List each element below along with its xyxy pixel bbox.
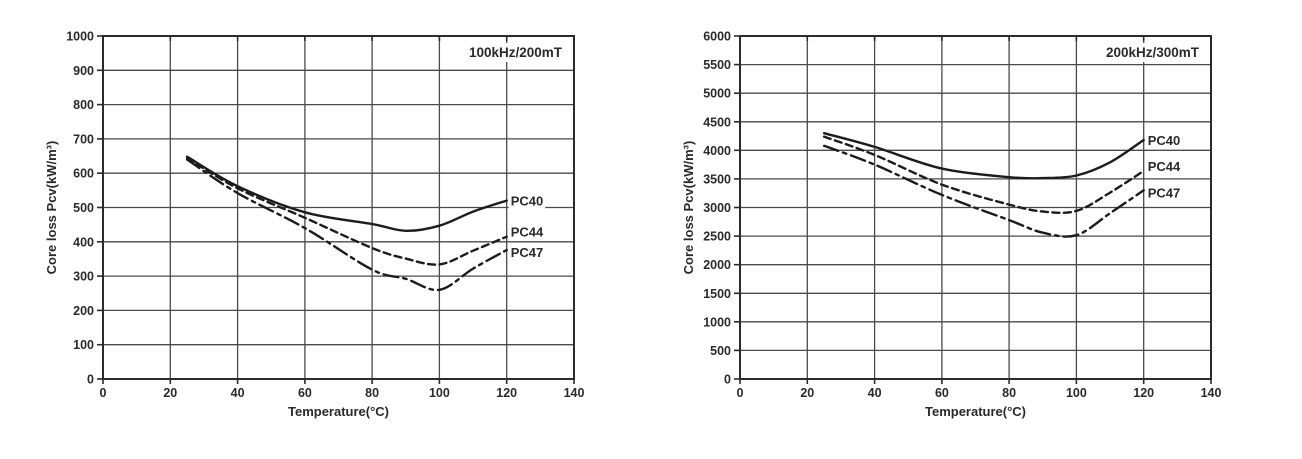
label-backdrop [1099,43,1206,62]
series-label-PC47: PC47 [511,245,544,260]
label-backdrop [508,244,546,261]
tick-marks [97,35,575,384]
curves [822,132,1145,238]
chart-title: 200kHz/300mT [1106,45,1200,60]
x-tick-label: 40 [868,386,882,400]
x-tick-label: 0 [737,386,744,400]
y-tick-label: 5000 [703,87,731,101]
series-label-PC47: PC47 [1148,185,1181,200]
y-axis-label: Core loss Pcv(kW/m³) [44,141,59,275]
core-loss-chart-100khz-200mt: 100kHz/200mT PC40 PC44 PC47 0 20 40 60 80 100 120 1… [38,6,628,454]
y-tick-label: 200 [73,304,94,318]
y-tick-label: 4000 [703,144,731,158]
x-tick-label: 80 [1002,386,1016,400]
y-tick-label: 2500 [703,230,731,244]
y-tick-label: 600 [73,167,94,181]
labels: 100kHz/200mT PC40 PC44 PC47 [462,43,569,261]
y-tick-label: 3000 [703,201,731,215]
grid [740,36,1211,379]
label-backdrop [462,43,569,62]
x-tick-label: 0 [100,386,107,400]
y-tick-label: 5500 [703,58,731,72]
y-tick-label: 4500 [703,115,731,129]
core-loss-chart-200khz-300mt: 200kHz/300mT PC40 PC44 PC47 0 20 40 60 80 100 120 1… [675,6,1265,454]
x-tick-label: 60 [298,386,312,400]
y-tick-label: 1000 [66,30,94,44]
chart-title: 100kHz/200mT [469,45,563,60]
x-tick-label: 120 [496,386,517,400]
y-tick-label: 900 [73,64,94,78]
label-backdrop [508,223,546,241]
label-backdrop [1145,132,1183,149]
y-tick-label: 800 [73,98,94,112]
y-tick-label: 500 [710,344,731,358]
curves [185,155,508,292]
label-backdrop [1145,157,1183,175]
y-tick-label: 3500 [703,172,731,186]
grid [103,36,574,379]
label-backdrop [1145,184,1183,202]
x-axis-label: Temperature(°C) [925,404,1026,419]
series-label-PC44: PC44 [1148,159,1181,174]
y-axis-label: Core loss Pcv(kW/m³) [681,141,696,275]
y-tick-label: 6000 [703,30,731,44]
series-label-PC44: PC44 [511,225,544,240]
y-tick-label: 700 [73,132,94,146]
y-tick-label: 2000 [703,258,731,272]
curve-PC40 [822,132,1145,180]
y-tick-label: 1500 [703,287,731,301]
tick-marks [734,35,1212,384]
label-backdrop [508,192,546,210]
labels: 200kHz/300mT PC40 PC44 PC47 [1099,43,1206,202]
x-axis-label: Temperature(°C) [288,404,389,419]
x-tick-label: 60 [935,386,949,400]
y-tick-label: 0 [724,373,731,387]
x-tick-label: 20 [163,386,177,400]
x-tick-label: 40 [231,386,245,400]
x-tick-label: 120 [1133,386,1154,400]
chart-canvas-left: 100kHz/200mT PC40 PC44 PC47 0 20 40 60 80 100 120 1… [44,30,585,420]
curve-PC47 [185,158,508,292]
y-tick-label: 1000 [703,315,731,329]
x-tick-label: 140 [564,386,585,400]
x-tick-label: 100 [429,386,450,400]
chart-canvas-right: 200kHz/300mT PC40 PC44 PC47 0 20 40 60 80 100 120 1… [681,30,1222,420]
y-tick-label: 300 [73,270,94,284]
series-label-PC40: PC40 [511,194,544,209]
x-tick-label: 140 [1201,386,1222,400]
series-label-PC40: PC40 [1148,133,1181,148]
x-tick-label: 20 [800,386,814,400]
curve-PC44 [822,135,1145,215]
y-tick-label: 500 [73,201,94,215]
y-tick-label: 0 [87,373,94,387]
curve-PC44 [185,156,508,266]
x-tick-label: 80 [365,386,379,400]
y-tick-label: 400 [73,235,94,249]
curve-PC47 [822,144,1145,238]
y-tick-label: 100 [73,338,94,352]
curve-PC40 [185,155,508,233]
x-tick-label: 100 [1066,386,1087,400]
